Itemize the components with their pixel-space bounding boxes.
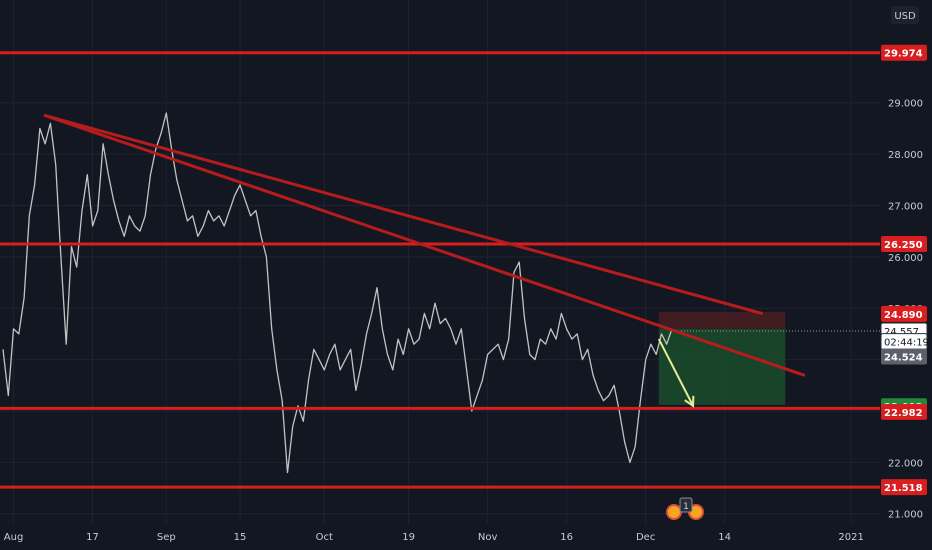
trendline[interactable] [43, 114, 806, 377]
price-tag-label: 26.250 [884, 240, 923, 251]
y-tick-label: 21.000 [888, 510, 923, 521]
price-tags: 29.97426.25024.89024.55702:44:1924.52423… [880, 44, 929, 496]
x-tick-label: Oct [316, 532, 333, 543]
currency-label: USD [894, 11, 916, 22]
stop-loss-zone[interactable] [658, 311, 786, 329]
x-tick-label: 17 [86, 532, 99, 543]
price-tag [881, 403, 927, 420]
x-axis-ticks: Aug 17 Sep 15 Oct 19 Nov 16 Dec 14 2021 [4, 532, 864, 543]
price-tag-label: 29.974 [884, 49, 923, 60]
x-tick-label: Nov [478, 532, 498, 543]
x-tick-label: 15 [234, 532, 247, 543]
horizontal-levels[interactable] [0, 51, 880, 489]
x-tick-label: 2021 [838, 532, 863, 543]
price-series [2, 112, 880, 474]
y-tick-label: 29.000 [888, 99, 923, 110]
time-axis-panel[interactable] [0, 524, 880, 550]
y-tick-label: 28.000 [888, 150, 923, 161]
x-tick-label: Dec [636, 532, 655, 543]
y-tick-label: 27.000 [888, 201, 923, 212]
price-axis-panel[interactable] [880, 0, 932, 524]
price-line [2, 112, 673, 474]
y-tick-label: 22.000 [888, 458, 923, 469]
price-tag-label: 21.518 [884, 483, 923, 494]
price-tag-label: 22.982 [884, 408, 923, 419]
price-tag [881, 236, 927, 253]
y-tick-label: 26.000 [888, 253, 923, 264]
price-tag-label: 24.890 [884, 310, 923, 321]
price-tag-label: 24.557 [884, 327, 919, 338]
price-tag [881, 479, 927, 496]
trendline[interactable] [43, 114, 764, 315]
x-tick-label: 14 [718, 532, 731, 543]
trendlines[interactable] [43, 114, 806, 377]
arrow-head[interactable] [684, 395, 695, 408]
grid [0, 0, 880, 524]
price-tag-label: 02:44:19 [884, 338, 929, 349]
x-tick-label: 16 [560, 532, 573, 543]
price-tag [881, 44, 927, 61]
arrow-shaft[interactable] [657, 338, 694, 407]
price-tag [881, 348, 927, 365]
events-count: 1 [683, 502, 689, 512]
x-tick-label: Aug [4, 532, 24, 543]
currency-button[interactable]: USD [891, 6, 919, 24]
price-tag-label: 24.524 [884, 353, 923, 364]
projection-arrow[interactable] [657, 338, 695, 408]
take-profit-zone[interactable] [658, 328, 786, 405]
price-tag [881, 305, 927, 322]
events-badge[interactable]: 1 [666, 497, 704, 520]
x-tick-label: Sep [157, 532, 176, 543]
x-tick-label: 19 [402, 532, 415, 543]
flag-icon[interactable] [666, 504, 682, 520]
position-zones [658, 311, 786, 405]
